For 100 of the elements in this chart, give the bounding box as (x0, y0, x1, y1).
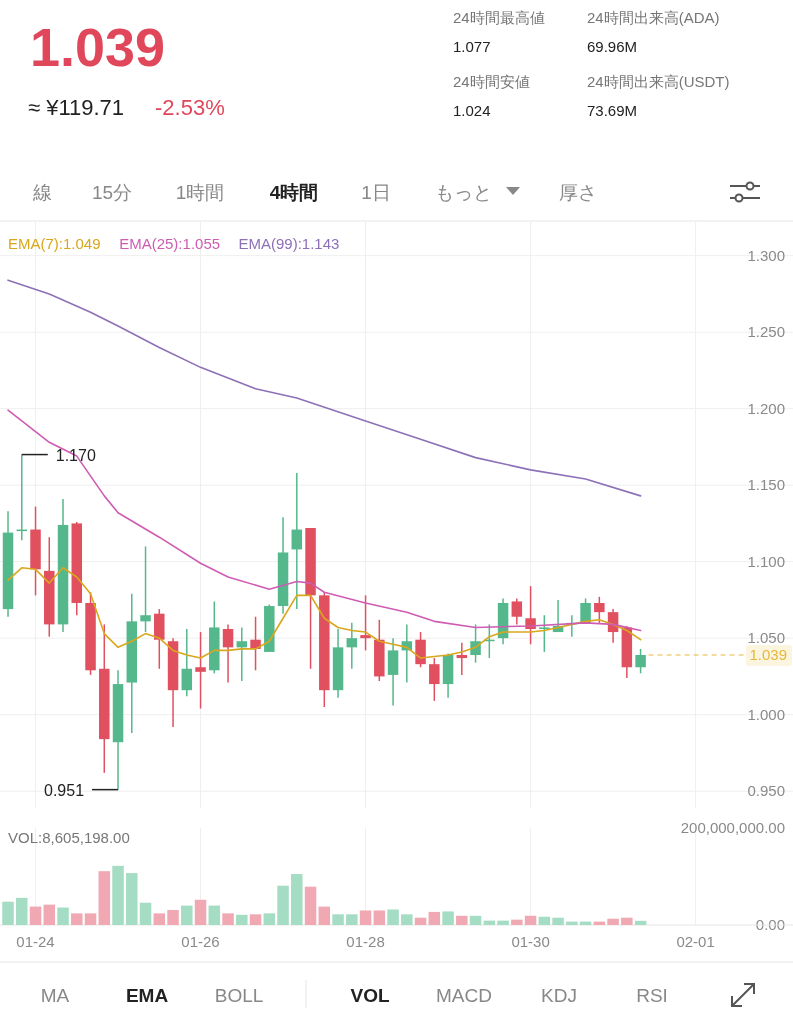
candlestick (195, 631, 206, 710)
bar (346, 914, 358, 925)
bar (222, 913, 234, 925)
bar (318, 906, 331, 925)
candlestick (456, 642, 468, 676)
text: RSI (636, 985, 668, 1006)
text: EMA(25):1.055 (119, 235, 221, 252)
bar (607, 918, 619, 925)
text: MA (40, 985, 70, 1006)
text: VOL (350, 985, 390, 1006)
x-tick-label: 01-26 (181, 933, 220, 950)
y-tick-label: 0.00 (755, 916, 785, 933)
text: もっと (434, 182, 492, 203)
text: 1時間 (175, 182, 225, 203)
bar (621, 917, 633, 925)
text: ≈ ¥119.71 (28, 95, 125, 120)
bar (387, 909, 399, 925)
candlestick (360, 594, 371, 652)
candlestick (181, 628, 193, 698)
annotation: 0.951 (43, 781, 85, 799)
bar (428, 911, 441, 925)
bar (634, 920, 647, 925)
text: 15分 (91, 182, 133, 203)
bar (249, 914, 262, 925)
bar (98, 871, 111, 925)
bar (291, 874, 303, 925)
text: 1.077 (453, 38, 491, 55)
x-tick-label: 01-30 (511, 933, 550, 950)
bar (497, 920, 509, 925)
bar (359, 910, 372, 925)
text: -2.53% (155, 95, 225, 120)
text: EMA(7):1.049 (8, 235, 101, 252)
candlestick (236, 626, 248, 682)
bar (236, 914, 248, 925)
candlestick (429, 657, 440, 702)
candlestick (470, 623, 481, 664)
candlestick (511, 597, 523, 626)
bar (29, 906, 42, 925)
bar (524, 915, 537, 925)
bar (71, 913, 83, 925)
text: KDJ (541, 985, 577, 1006)
text: 73.69M (587, 102, 638, 119)
candlestick (222, 623, 234, 684)
ref-line-label: 1.039 (749, 646, 787, 663)
text: 線 (31, 182, 52, 203)
candlestick (140, 545, 151, 633)
bar (373, 910, 386, 925)
candlestick (594, 596, 605, 624)
text: BOLL (214, 985, 264, 1006)
candlestick (346, 622, 358, 670)
y-tick-label: 1.000 (747, 705, 785, 723)
bar (208, 905, 221, 925)
y-tick-label: 200,000,000.00 (680, 819, 785, 836)
x-tick-label: 01-28 (346, 933, 385, 950)
bar (401, 914, 413, 925)
bar (566, 921, 578, 925)
bar (442, 911, 454, 925)
text: 4時間 (269, 182, 319, 203)
bar (43, 904, 56, 925)
text: 24時間最高値 (453, 9, 545, 26)
bar (16, 897, 28, 925)
candlestick (291, 472, 303, 610)
bar (112, 865, 124, 925)
text: 24時間出来高(USDT) (587, 73, 730, 90)
text: 1.039 (30, 17, 166, 77)
bar (552, 917, 564, 925)
bar (263, 913, 276, 925)
text: 24時間安値 (453, 73, 530, 90)
text: 1.024 (453, 102, 491, 119)
chart-title: VOL:8,605,198.00 (8, 829, 130, 846)
bar (153, 913, 166, 925)
y-tick-label: 1.150 (747, 476, 785, 494)
y-tick-label: 0.950 (747, 782, 785, 800)
bar (126, 873, 138, 925)
text: MACD (436, 985, 492, 1006)
candlestick (635, 648, 646, 675)
bar (511, 919, 523, 925)
candlestick (539, 614, 550, 653)
bar (84, 913, 97, 925)
bar (139, 902, 152, 925)
line-series (7, 566, 642, 659)
y-tick-label: 1.200 (747, 399, 785, 417)
text: 24時間出来高(ADA) (587, 9, 720, 26)
y-tick-label: 1.300 (747, 246, 785, 264)
bar (181, 905, 193, 925)
text: 1日 (361, 182, 391, 203)
bar (194, 899, 207, 925)
bar (277, 885, 289, 925)
y-tick-label: 1.250 (747, 323, 785, 341)
bar (456, 915, 468, 925)
bar (538, 916, 551, 925)
bar (2, 901, 14, 925)
x-tick-label: 01-24 (16, 933, 55, 950)
text: 厚さ (559, 182, 597, 203)
bar (167, 909, 179, 925)
text: EMA (125, 985, 169, 1006)
text: 69.96M (587, 38, 638, 55)
y-tick-label: 1.100 (747, 552, 785, 570)
bar (57, 907, 69, 925)
bar (414, 917, 427, 925)
